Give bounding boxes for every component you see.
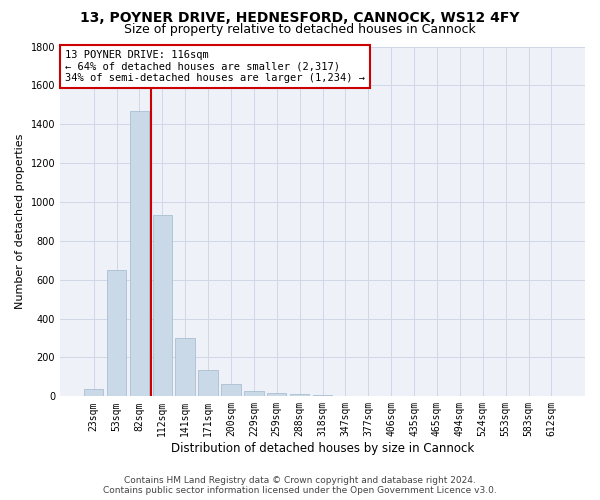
- Text: 13 POYNER DRIVE: 116sqm
← 64% of detached houses are smaller (2,317)
34% of semi: 13 POYNER DRIVE: 116sqm ← 64% of detache…: [65, 50, 365, 83]
- Bar: [244, 392, 263, 396]
- Text: Contains HM Land Registry data © Crown copyright and database right 2024.
Contai: Contains HM Land Registry data © Crown c…: [103, 476, 497, 495]
- Y-axis label: Number of detached properties: Number of detached properties: [15, 134, 25, 309]
- Bar: [152, 214, 172, 396]
- Bar: [107, 270, 126, 396]
- Bar: [199, 370, 218, 396]
- Bar: [130, 110, 149, 397]
- Bar: [175, 338, 195, 396]
- Bar: [84, 388, 103, 396]
- X-axis label: Distribution of detached houses by size in Cannock: Distribution of detached houses by size …: [171, 442, 474, 455]
- Text: Size of property relative to detached houses in Cannock: Size of property relative to detached ho…: [124, 22, 476, 36]
- Bar: [267, 394, 286, 396]
- Text: 13, POYNER DRIVE, HEDNESFORD, CANNOCK, WS12 4FY: 13, POYNER DRIVE, HEDNESFORD, CANNOCK, W…: [80, 11, 520, 25]
- Bar: [290, 394, 310, 396]
- Bar: [221, 384, 241, 396]
